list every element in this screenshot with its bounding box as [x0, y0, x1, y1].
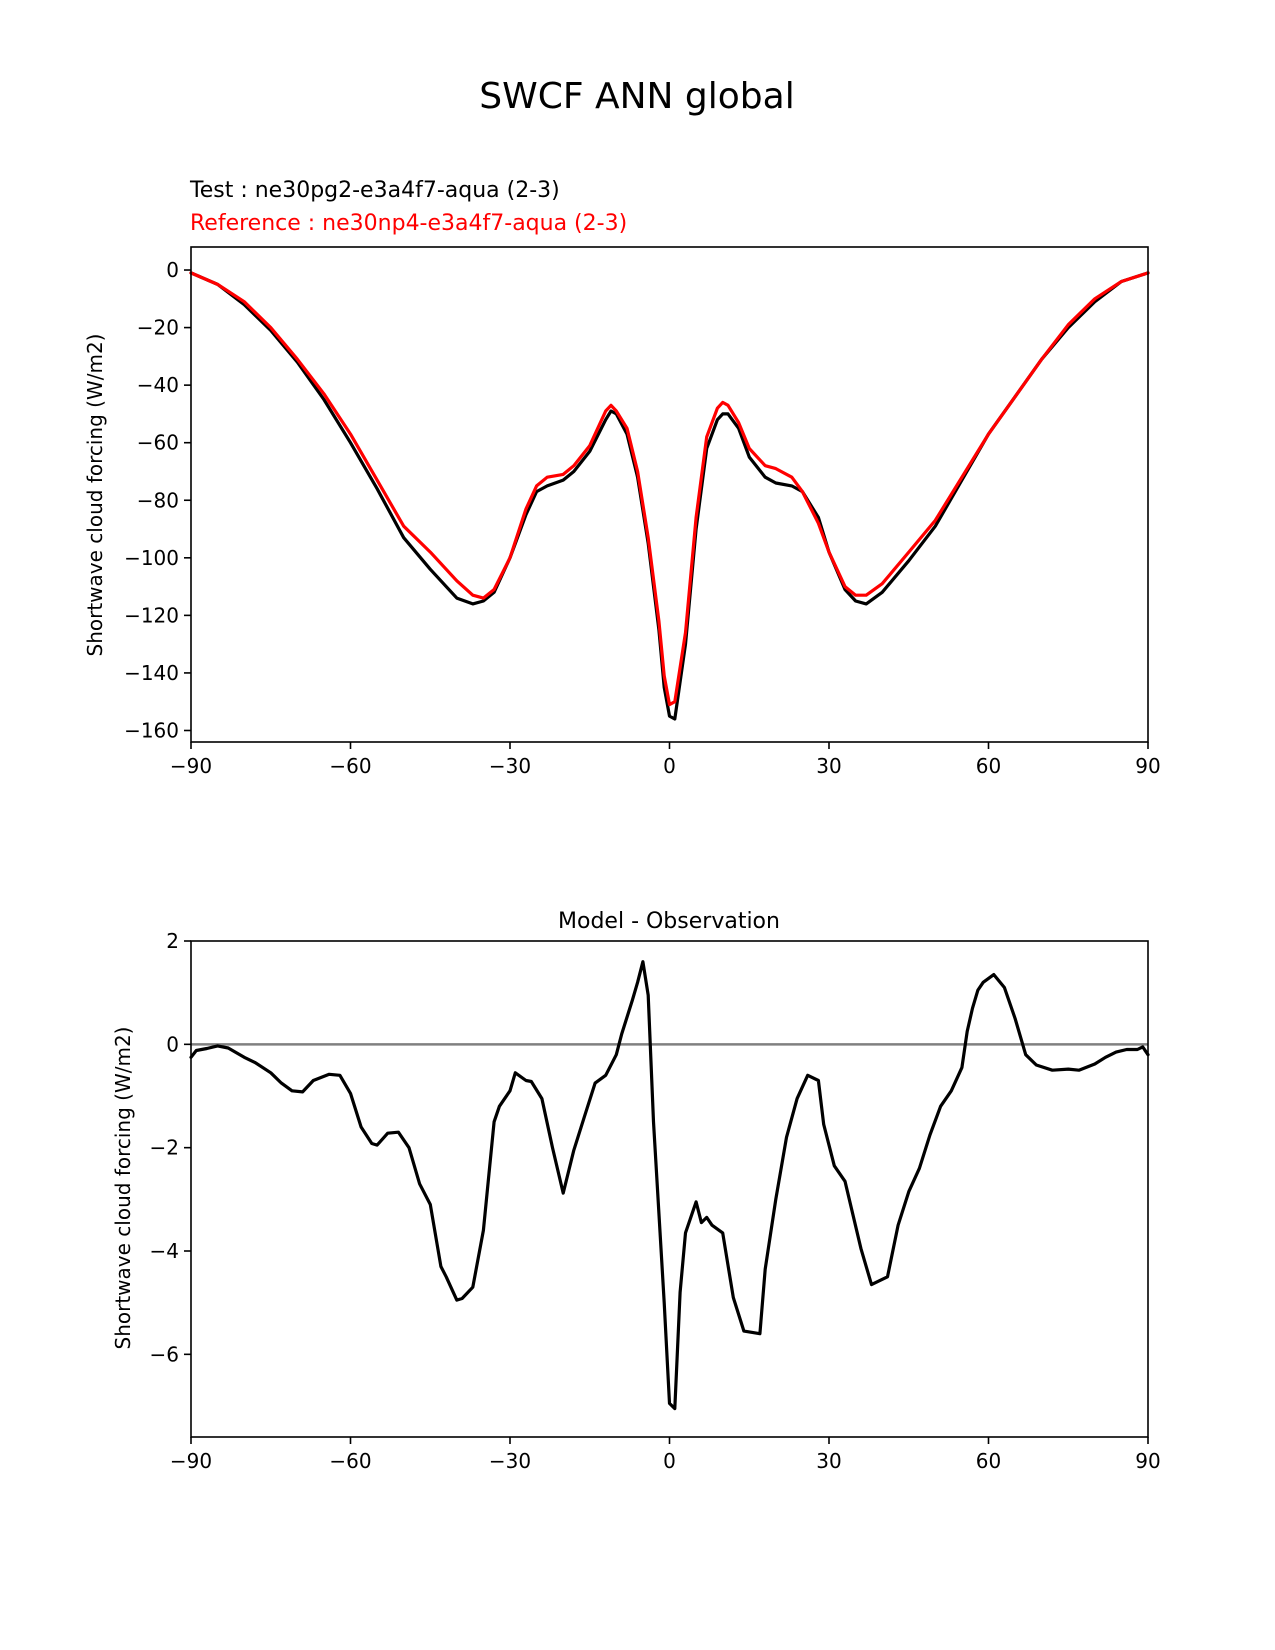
x-tick-label: −60 [329, 1449, 371, 1473]
x-tick-label: 60 [976, 754, 1001, 778]
y-tick-label: −80 [137, 488, 179, 512]
x-tick-label: 30 [816, 1449, 841, 1473]
panel-top-plot: Test : ne30pg2-e3a4f7-aqua (2-3) Referen… [83, 178, 1161, 778]
y-tick-label: −2 [150, 1136, 179, 1160]
x-tick-label: −90 [170, 754, 212, 778]
y-tick-label: −60 [137, 431, 179, 455]
x-tick-label: 0 [663, 1449, 676, 1473]
x-tick-label: −30 [489, 1449, 531, 1473]
test-label: Test : ne30pg2-e3a4f7-aqua (2-3) [189, 178, 560, 203]
top-ticks-group: −90 −60 −30 0 30 60 90 0 −20 −40 −60 −80 −100 −120 −14… [124, 258, 1161, 778]
top-series-group [189, 271, 1150, 721]
bottom-ticks-group: −90 −60 −30 0 30 60 90 2 0 −2 −4 −6 [150, 929, 1161, 1473]
x-tick-label: −60 [329, 754, 371, 778]
y-tick-label: −140 [124, 661, 179, 685]
series-line-difference [189, 960, 1150, 1411]
series-line-test [189, 271, 1150, 721]
x-tick-label: −90 [170, 1449, 212, 1473]
top-y-axis-label: Shortwave cloud forcing (W/m2) [83, 334, 107, 657]
bottom-plot-frame [190, 940, 1149, 1438]
x-tick-label: 30 [816, 754, 841, 778]
reference-label: Reference : ne30np4-e3a4f7-aqua (2-3) [190, 211, 627, 236]
y-tick-label: 0 [166, 258, 179, 282]
bottom-plot-title: Model - Observation [558, 909, 780, 934]
x-tick-label: 60 [976, 1449, 1001, 1473]
bottom-series-group [189, 960, 1150, 1411]
y-tick-label: −40 [137, 373, 179, 397]
series-line-reference [189, 271, 1150, 707]
y-tick-label: −6 [150, 1342, 179, 1366]
panel-bottom-plot: Model - Observation Shortwave cloud forc… [111, 909, 1161, 1473]
x-tick-label: 90 [1135, 1449, 1160, 1473]
x-tick-label: 0 [663, 754, 676, 778]
y-tick-label: −120 [124, 603, 179, 627]
y-tick-label: −100 [124, 546, 179, 570]
x-tick-label: −30 [489, 754, 531, 778]
figure-title: SWCF ANN global [479, 76, 794, 117]
top-plot-frame [190, 246, 1149, 743]
y-tick-label: −160 [124, 718, 179, 742]
y-tick-label: −20 [137, 316, 179, 340]
y-tick-label: −4 [150, 1239, 179, 1263]
y-tick-label: 2 [166, 929, 179, 953]
x-tick-label: 90 [1135, 754, 1160, 778]
y-tick-label: 0 [166, 1032, 179, 1056]
bottom-y-axis-label: Shortwave cloud forcing (W/m2) [111, 1027, 135, 1350]
